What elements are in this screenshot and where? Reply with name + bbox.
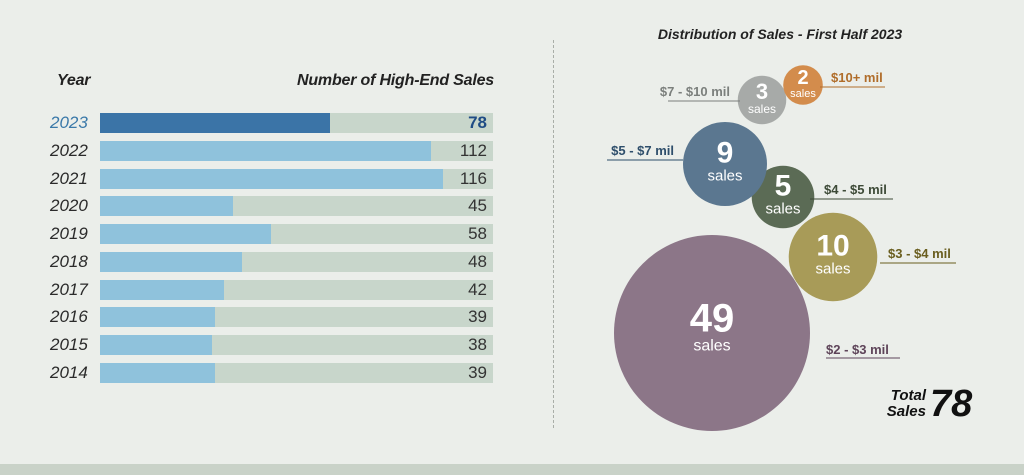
bar-row-2019: 2019 58 (0, 224, 520, 244)
bubble--3-4-mil (788, 212, 878, 302)
bubble-unit-label: sales (815, 261, 850, 278)
bar-2023 (100, 113, 331, 133)
bar-track: 45 (100, 196, 493, 216)
bar-year-label: 2021 (50, 169, 88, 188)
bubble-value-label: 3 (756, 79, 768, 104)
bar-2016 (100, 307, 216, 327)
total-label-line1: Total (890, 387, 926, 404)
bar-year-label: 2017 (50, 280, 88, 299)
bar-year-label: 2016 (50, 307, 88, 326)
footer-strip (0, 464, 1024, 475)
bar-value-label: 116 (459, 169, 487, 188)
bubble--4-5-mil (751, 165, 815, 229)
bar-track: 116 (100, 169, 493, 189)
bubble-value-label: 2 (797, 67, 808, 89)
total-sales-value: 78 (930, 383, 973, 425)
bubble-category-label: $4 - $5 mil (824, 182, 887, 197)
bar-row-2014: 2014 39 (0, 363, 520, 383)
year-column-header: Year (57, 72, 91, 89)
bar-row-2021: 2021 116 (0, 169, 520, 189)
bar-2017 (100, 280, 225, 300)
bubble-unit-label: sales (748, 102, 776, 116)
bar-year-label: 2018 (50, 252, 88, 271)
bar-year-label: 2015 (50, 335, 88, 354)
bar-2018 (100, 252, 242, 272)
bar-2019 (100, 224, 272, 244)
bar-track: 112 (100, 141, 493, 161)
bar-row-2015: 2015 38 (0, 335, 520, 355)
bar-track: 38 (100, 335, 493, 355)
bar-2014 (100, 363, 216, 383)
bubble-value-label: 10 (816, 230, 849, 263)
bar-value-label: 39 (468, 363, 487, 382)
bubble-category-label: $2 - $3 mil (826, 342, 889, 357)
total-sales-label: Total Sales (870, 388, 926, 420)
bar-row-2018: 2018 48 (0, 252, 520, 272)
bar-track: 78 (100, 113, 493, 133)
bar-value-label: 38 (468, 335, 487, 354)
bar-year-label: 2020 (50, 196, 88, 215)
bubble--10-mil (783, 65, 823, 105)
bar-value-label: 45 (468, 196, 487, 215)
bar-row-2017: 2017 42 (0, 280, 520, 300)
bar-year-label: 2019 (50, 224, 88, 243)
bubble-category-label: $3 - $4 mil (888, 246, 951, 261)
bar-2021 (100, 169, 443, 189)
bar-row-2022: 2022 112 (0, 141, 520, 161)
bar-2020 (100, 196, 233, 216)
bar-value-label: 58 (468, 224, 487, 243)
bar-track: 39 (100, 363, 493, 383)
bar-track: 42 (100, 280, 493, 300)
bar-track: 39 (100, 307, 493, 327)
bar-track: 58 (100, 224, 493, 244)
bubble-unit-label: sales (765, 201, 800, 218)
bar-row-2023: 2023 78 (0, 113, 520, 133)
bubble-chart-title: Distribution of Sales - First Half 2023 (657, 26, 903, 42)
bubble-category-label: $10+ mil (831, 70, 883, 85)
bubble-value-label: 5 (775, 170, 792, 203)
bubble-unit-label: sales (790, 88, 816, 100)
bar-value-label: 78 (468, 113, 487, 132)
bubble-unit-label: sales (707, 168, 742, 185)
bubble--2-3-mil (614, 235, 810, 431)
bubble-unit-label: sales (693, 338, 730, 355)
bubble-category-label: $7 - $10 mil (660, 84, 730, 99)
sales-column-header: Number of High-End Sales (297, 72, 494, 89)
bar-row-2020: 2020 45 (0, 196, 520, 216)
bar-value-label: 42 (468, 280, 487, 299)
bubble--7-10-mil (737, 75, 787, 125)
bar-value-label: 112 (459, 141, 487, 160)
total-label-line2: Sales (886, 403, 926, 420)
bar-row-2016: 2016 39 (0, 307, 520, 327)
bar-value-label: 48 (468, 252, 487, 271)
panel-divider (553, 40, 554, 428)
bar-year-label: 2022 (50, 141, 88, 160)
bar-year-label: 2014 (50, 363, 88, 382)
bubble-category-label: $5 - $7 mil (611, 143, 674, 158)
bubble--5-7-mil (683, 122, 767, 206)
bar-value-label: 39 (468, 307, 487, 326)
bar-year-label: 2023 (50, 113, 88, 132)
bar-2015 (100, 335, 213, 355)
bar-2022 (100, 141, 431, 161)
bar-track: 48 (100, 252, 493, 272)
bubble-value-label: 49 (690, 296, 735, 340)
bubble-value-label: 9 (717, 137, 734, 170)
